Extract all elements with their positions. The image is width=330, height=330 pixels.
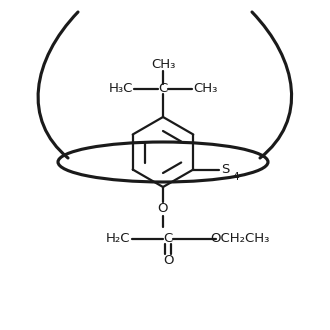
Text: C: C <box>163 233 173 246</box>
Text: OCH₂CH₃: OCH₂CH₃ <box>210 233 270 246</box>
Text: H₂C: H₂C <box>106 233 130 246</box>
Text: S: S <box>221 163 229 176</box>
Text: 4: 4 <box>232 172 239 182</box>
Text: C: C <box>158 82 168 95</box>
Text: O: O <box>158 203 168 215</box>
Text: O: O <box>163 254 173 268</box>
Text: CH₃: CH₃ <box>151 57 175 71</box>
Text: H₃C: H₃C <box>109 82 133 95</box>
Text: CH₃: CH₃ <box>193 82 217 95</box>
